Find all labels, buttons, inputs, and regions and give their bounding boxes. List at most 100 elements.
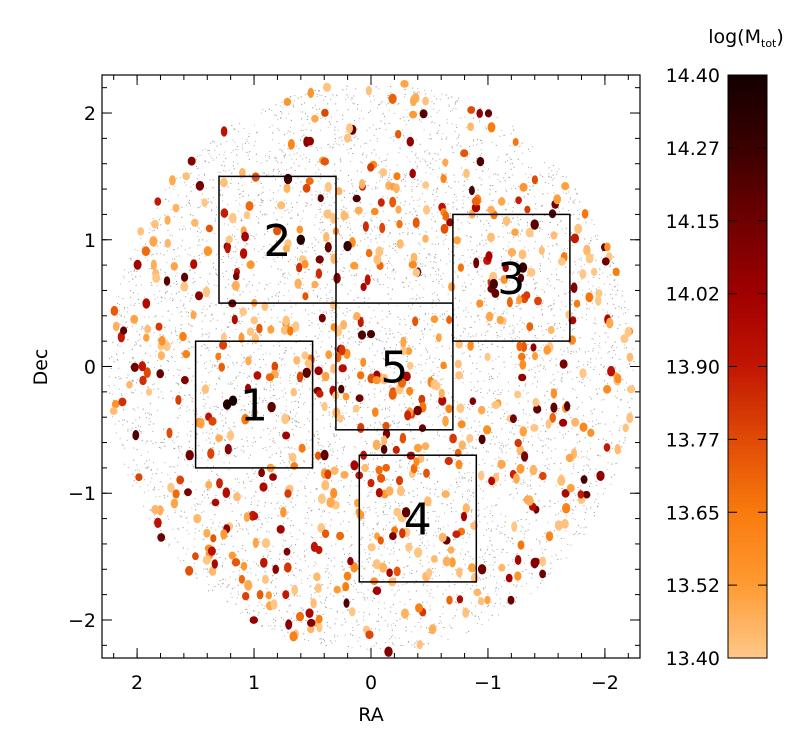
- field-dot: [532, 235, 534, 237]
- field-dot: [140, 454, 142, 456]
- field-dot: [186, 517, 188, 519]
- field-dot: [468, 445, 470, 447]
- field-dot: [188, 533, 190, 535]
- field-dot: [426, 189, 428, 191]
- field-dot: [325, 294, 327, 296]
- field-dot: [397, 590, 398, 592]
- field-dot: [240, 219, 242, 221]
- field-dot: [520, 425, 522, 427]
- field-dot: [524, 246, 526, 248]
- field-dot: [399, 147, 401, 149]
- field-dot: [320, 231, 322, 233]
- field-dot: [153, 366, 155, 368]
- field-dot: [465, 307, 467, 309]
- field-dot: [309, 411, 311, 413]
- field-dot: [444, 202, 446, 204]
- field-dot: [506, 411, 508, 413]
- field-dot: [407, 232, 409, 234]
- field-dot: [290, 556, 292, 558]
- field-dot: [315, 172, 317, 174]
- field-dot: [231, 445, 233, 447]
- field-dot: [431, 213, 433, 215]
- field-dot: [526, 222, 528, 224]
- field-dot: [437, 176, 439, 178]
- field-dot: [304, 379, 306, 381]
- field-dot: [503, 326, 505, 328]
- field-dot: [579, 381, 580, 382]
- field-dot: [239, 528, 241, 530]
- field-dot: [223, 276, 224, 277]
- field-dot: [451, 110, 453, 111]
- field-dot: [468, 501, 470, 503]
- field-dot: [134, 249, 136, 250]
- field-dot: [187, 292, 189, 294]
- field-dot: [401, 410, 402, 412]
- field-dot: [224, 454, 226, 456]
- field-dot: [259, 511, 261, 513]
- field-dot: [490, 531, 492, 533]
- field-dot: [425, 347, 427, 349]
- field-dot: [548, 183, 550, 185]
- field-dot: [385, 224, 387, 226]
- field-dot: [479, 349, 481, 351]
- field-dot: [386, 104, 387, 106]
- field-dot: [479, 220, 481, 222]
- field-dot: [216, 254, 218, 256]
- field-dot: [497, 156, 499, 158]
- field-dot: [388, 358, 390, 360]
- field-dot: [298, 148, 300, 149]
- field-dot: [376, 523, 378, 525]
- field-dot: [315, 194, 317, 196]
- field-dot: [296, 247, 298, 249]
- field-dot: [342, 520, 344, 522]
- field-dot: [267, 556, 269, 558]
- field-dot: [168, 545, 170, 547]
- field-dot: [159, 217, 161, 219]
- field-dot: [243, 127, 245, 129]
- field-dot: [353, 319, 355, 321]
- field-dot: [320, 449, 322, 451]
- field-dot: [398, 464, 400, 466]
- field-dot: [510, 431, 512, 433]
- field-dot: [330, 580, 332, 582]
- field-dot: [436, 132, 438, 134]
- field-dot: [430, 396, 432, 398]
- field-dot: [238, 574, 240, 576]
- field-dot: [170, 465, 172, 467]
- field-dot: [271, 485, 273, 487]
- field-dot: [453, 499, 454, 501]
- field-dot: [220, 195, 221, 196]
- field-dot: [287, 440, 289, 441]
- field-dot: [202, 524, 203, 526]
- field-dot: [535, 203, 536, 205]
- field-dot: [504, 479, 506, 481]
- field-dot: [248, 532, 250, 534]
- field-dot: [590, 237, 592, 239]
- field-dot: [365, 441, 367, 442]
- field-dot: [619, 440, 620, 442]
- field-dot: [505, 541, 507, 543]
- field-dot: [353, 418, 355, 420]
- field-dot: [490, 510, 492, 512]
- field-dot: [590, 366, 592, 368]
- field-dot: [501, 585, 503, 587]
- field-dot: [272, 579, 273, 581]
- field-dot: [459, 258, 461, 260]
- field-dot: [560, 558, 562, 560]
- field-dot: [578, 365, 580, 367]
- field-dot: [495, 358, 497, 360]
- field-dot: [367, 245, 369, 247]
- field-dot: [462, 477, 464, 479]
- field-dot: [237, 591, 239, 593]
- field-dot: [233, 425, 235, 427]
- field-dot: [568, 201, 570, 203]
- field-dot: [429, 476, 431, 478]
- field-dot: [390, 384, 392, 386]
- field-dot: [325, 324, 327, 326]
- field-dot: [334, 250, 336, 252]
- field-dot: [437, 433, 438, 435]
- field-dot: [491, 439, 493, 441]
- field-dot: [448, 104, 450, 106]
- field-dot: [169, 466, 171, 468]
